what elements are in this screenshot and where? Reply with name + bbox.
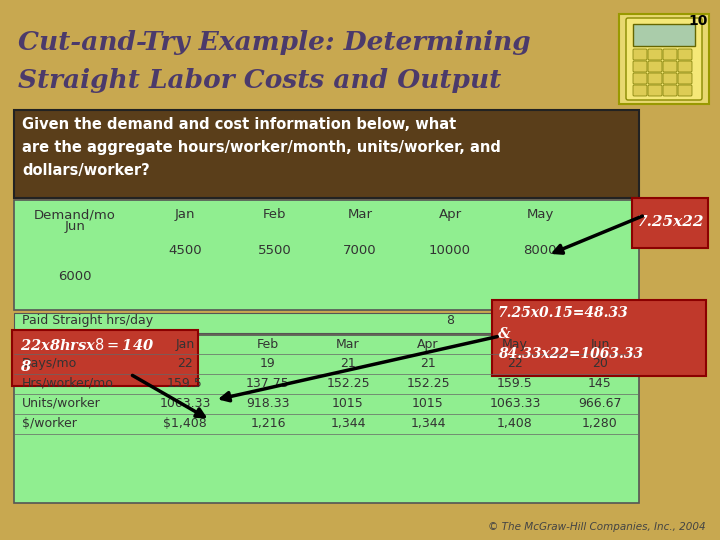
FancyBboxPatch shape [626,18,702,100]
Text: Hrs/worker/mo: Hrs/worker/mo [22,377,114,390]
Text: Jun: Jun [590,338,610,351]
Text: 1015: 1015 [332,397,364,410]
Text: Jan: Jan [176,338,194,351]
Text: 7000: 7000 [343,244,377,257]
Text: Units/worker: Units/worker [22,397,101,410]
Text: 4500: 4500 [168,244,202,257]
Text: 19: 19 [260,357,276,370]
Text: May: May [502,338,528,351]
FancyBboxPatch shape [633,73,647,84]
Text: 152.25: 152.25 [406,377,450,390]
Text: 7.25x0.15=48.33
&
84.33x22=1063.33: 7.25x0.15=48.33 & 84.33x22=1063.33 [498,306,643,361]
Text: 1063.33: 1063.33 [490,397,541,410]
FancyBboxPatch shape [633,61,647,72]
Text: Mar: Mar [336,338,360,351]
Text: 21: 21 [340,357,356,370]
Text: Demand/mo: Demand/mo [34,208,116,221]
Text: 159.5: 159.5 [497,377,533,390]
Text: $1,408: $1,408 [163,417,207,430]
FancyBboxPatch shape [633,85,647,96]
Text: 1,408: 1,408 [497,417,533,430]
FancyBboxPatch shape [492,300,706,376]
FancyBboxPatch shape [14,335,639,503]
Text: 20: 20 [592,357,608,370]
Text: Jan: Jan [175,208,195,221]
Text: 1,344: 1,344 [410,417,446,430]
Text: 1063.33: 1063.33 [159,397,211,410]
FancyBboxPatch shape [14,200,639,310]
Text: 1,344: 1,344 [330,417,366,430]
FancyBboxPatch shape [648,61,662,72]
FancyBboxPatch shape [648,85,662,96]
Text: 21: 21 [420,357,436,370]
Text: Straight Labor Costs and Output: Straight Labor Costs and Output [18,68,501,93]
FancyBboxPatch shape [678,85,692,96]
Text: © The McGraw-Hill Companies, Inc., 2004: © The McGraw-Hill Companies, Inc., 2004 [488,522,706,532]
Text: 8000: 8000 [523,244,557,257]
FancyBboxPatch shape [633,24,695,46]
Text: Jun: Jun [65,220,86,233]
FancyBboxPatch shape [632,198,708,248]
Text: May: May [526,208,554,221]
Text: Cut-and-Try Example: Determining: Cut-and-Try Example: Determining [18,30,531,55]
Text: 22: 22 [507,357,523,370]
FancyBboxPatch shape [14,313,639,333]
Text: Mar: Mar [348,208,372,221]
FancyBboxPatch shape [663,73,677,84]
FancyBboxPatch shape [12,330,198,386]
Text: 22: 22 [177,357,193,370]
Text: 6000: 6000 [58,270,91,283]
FancyBboxPatch shape [663,61,677,72]
Text: 137.75: 137.75 [246,377,290,390]
Text: Feb: Feb [257,338,279,351]
Text: 8: 8 [446,314,454,327]
Text: 1,280: 1,280 [582,417,618,430]
Text: Days/mo: Days/mo [22,357,77,370]
Text: Paid Straight hrs/day: Paid Straight hrs/day [22,314,153,327]
Text: Feb: Feb [264,208,287,221]
Text: Apr: Apr [418,338,438,351]
Text: Apr: Apr [438,208,462,221]
FancyBboxPatch shape [648,49,662,60]
Text: 1,216: 1,216 [251,417,286,430]
Text: $/worker: $/worker [22,417,77,430]
FancyBboxPatch shape [663,49,677,60]
FancyBboxPatch shape [678,49,692,60]
FancyBboxPatch shape [14,110,639,198]
FancyBboxPatch shape [678,61,692,72]
Text: 22x8hrsx$8=$140
8: 22x8hrsx$8=$140 8 [20,337,154,374]
Text: 152.25: 152.25 [326,377,370,390]
Text: 918.33: 918.33 [246,397,289,410]
Text: 5500: 5500 [258,244,292,257]
Text: 966.67: 966.67 [578,397,622,410]
Text: 145: 145 [588,377,612,390]
Text: 7.25x22: 7.25x22 [636,215,703,229]
Text: Given the demand and cost information below, what
are the aggregate hours/worker: Given the demand and cost information be… [22,117,501,178]
FancyBboxPatch shape [648,73,662,84]
FancyBboxPatch shape [633,49,647,60]
FancyBboxPatch shape [619,14,709,104]
Text: 10: 10 [688,14,708,28]
Text: 159.5: 159.5 [167,377,203,390]
Text: 1015: 1015 [412,397,444,410]
Text: 10000: 10000 [429,244,471,257]
FancyBboxPatch shape [678,73,692,84]
FancyBboxPatch shape [663,85,677,96]
